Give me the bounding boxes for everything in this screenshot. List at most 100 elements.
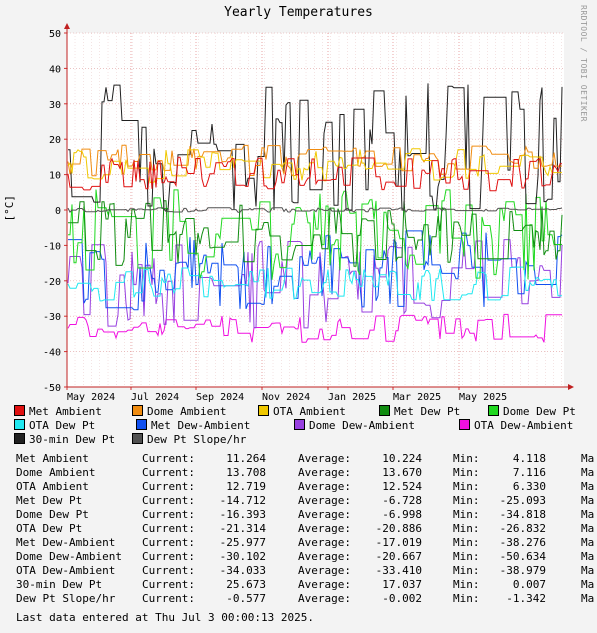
stats-current-label: Current: [142, 578, 195, 591]
stats-name: Dome Dew-Ambient [16, 550, 122, 563]
y-tick-label: -20 [43, 277, 61, 288]
x-tick-label: Jul 2024 [131, 392, 179, 403]
stats-average-label: Average: [298, 564, 351, 577]
stats-min-value: -38.979 [499, 564, 546, 577]
legend-item: 30-min Dew Pt [14, 433, 115, 446]
stats-current-value: -21.314 [219, 522, 266, 535]
stats-current-label: Current: [142, 564, 195, 577]
legend-item: Met Dew-Ambient [136, 419, 250, 432]
stats-min-label: Min: [453, 578, 480, 591]
stats-average-value: -0.002 [382, 592, 422, 605]
stats-max-label: Ma [581, 550, 595, 563]
chart-title: Yearly Temperatures [224, 5, 373, 20]
stats-min-value: 4.118 [512, 452, 546, 465]
legend-label: Met Ambient [29, 405, 102, 418]
stats-average-value: 10.224 [382, 452, 422, 465]
stats-average-label: Average: [298, 522, 351, 535]
stats-table: Met Ambient Current: 11.264 Average: 10.224 M… [16, 452, 597, 606]
stats-average-value: 12.524 [382, 480, 422, 493]
legend-item: Dew Pt Slope/hr [132, 433, 246, 446]
stats-average-value: -6.998 [382, 508, 422, 521]
stats-current-label: Current: [142, 452, 195, 465]
stats-max-label: Ma [581, 592, 595, 605]
y-tick-label: 10 [49, 171, 61, 182]
stats-min-value: -34.818 [499, 508, 546, 521]
stats-current-value: -0.577 [226, 592, 266, 605]
stats-min-value: 6.330 [512, 480, 546, 493]
legend-swatch [14, 419, 25, 430]
stats-row: Dew Pt Slope/hr Current: -0.577 Average: -0.… [16, 592, 597, 606]
stats-average-value: -6.728 [382, 494, 422, 507]
series-line-ota-ambient [67, 148, 562, 183]
stats-average-value: -17.019 [375, 536, 422, 549]
stats-current-value: -30.102 [219, 550, 266, 563]
legend-label: Met Dew-Ambient [151, 419, 251, 432]
stats-max-label: Ma [581, 466, 595, 479]
stats-average-label: Average: [298, 466, 351, 479]
y-tick-label: -40 [43, 348, 61, 359]
stats-average-label: Average: [298, 452, 351, 465]
stats-min-label: Min: [453, 494, 480, 507]
stats-average-label: Average: [298, 550, 351, 563]
stats-max-label: Ma [581, 522, 595, 535]
legend-label: OTA Dew-Ambient [474, 419, 574, 432]
stats-row: Dome Dew-Ambient Current: -30.102 Average: -… [16, 550, 597, 564]
stats-name: OTA Ambient [16, 480, 89, 493]
stats-average-value: 13.670 [382, 466, 422, 479]
stats-min-value: 7.116 [512, 466, 546, 479]
legend-row: 30-min Dew Pt Dew Pt Slope/hr [14, 433, 594, 447]
legend-item: Dome Dew Pt [488, 405, 576, 418]
stats-min-label: Min: [453, 466, 480, 479]
stats-average-label: Average: [298, 480, 351, 493]
stats-current-label: Current: [142, 466, 195, 479]
legend-item: OTA Dew-Ambient [459, 419, 573, 432]
stats-name: Dome Dew Pt [16, 508, 89, 521]
x-tick-label: May 2024 [67, 392, 115, 403]
stats-row: Dome Ambient Current: 13.708 Average: 13.670… [16, 466, 597, 480]
x-tick-label: May 2025 [459, 392, 507, 403]
stats-min-value: 0.007 [512, 578, 546, 591]
legend-swatch [258, 405, 269, 416]
stats-current-value: 25.673 [226, 578, 266, 591]
series-line-30-min-dew-pt [68, 83, 563, 211]
stats-max-label: Ma [581, 494, 595, 507]
x-axis-arrow [568, 384, 574, 390]
stats-min-value: -50.634 [499, 550, 546, 563]
x-tick-label: Mar 2025 [393, 392, 441, 403]
stats-current-value: -14.712 [219, 494, 266, 507]
stats-current-value: 13.708 [226, 466, 266, 479]
stats-current-label: Current: [142, 480, 195, 493]
stats-row: OTA Ambient Current: 12.719 Average: 12.524 M… [16, 480, 597, 494]
stats-row: Dome Dew Pt Current: -16.393 Average: -6.998… [16, 508, 597, 522]
stats-min-label: Min: [453, 550, 480, 563]
stats-row: Met Dew Pt Current: -14.712 Average: -6.728 M… [16, 494, 597, 508]
stats-current-label: Current: [142, 592, 195, 605]
legend-item: Met Dew Pt [379, 405, 460, 418]
y-tick-label: 40 [49, 64, 61, 75]
stats-max-label: Ma [581, 536, 595, 549]
stats-max-label: Ma [581, 578, 595, 591]
stats-max-label: Ma [581, 480, 595, 493]
y-tick-label: -30 [43, 312, 61, 323]
series-line-dew-pt-slope-hr [67, 207, 563, 213]
stats-average-label: Average: [298, 494, 351, 507]
series-line-met-dew-ambient [68, 230, 563, 311]
legend-swatch [132, 405, 143, 416]
legend-swatch [136, 419, 147, 430]
legend-label: Dome Dew-Ambient [309, 419, 415, 432]
stats-average-label: Average: [298, 508, 351, 521]
rrdtool-credit: RRDTOOL / TOBI OETIKER [579, 5, 588, 122]
stats-average-value: -33.410 [375, 564, 422, 577]
legend-item: OTA Dew Pt [14, 419, 95, 432]
stats-max-label: Ma [581, 452, 595, 465]
series-line-ota-dew-pt [67, 266, 562, 302]
series-line-dome-dew-pt [68, 189, 562, 280]
stats-current-value: 11.264 [226, 452, 266, 465]
stats-average-value: -20.667 [375, 550, 422, 563]
stats-name: Dew Pt Slope/hr [16, 592, 116, 605]
stats-current-value: 12.719 [226, 480, 266, 493]
last-update-text: Last data entered at Thu Jul 3 00:00:13 … [16, 611, 315, 624]
stats-name: Met Dew-Ambient [16, 536, 116, 549]
legend-row: OTA Dew Pt Met Dew-Ambient Dome Dew-Ambien… [14, 419, 594, 433]
